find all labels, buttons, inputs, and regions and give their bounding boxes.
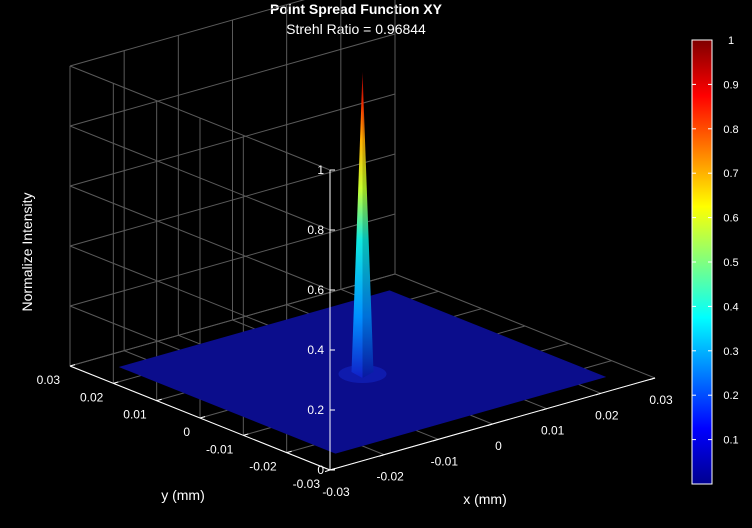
- x-tick-label: -0.01: [431, 454, 459, 468]
- y-axis-label: y (mm): [161, 487, 205, 503]
- y-tick-mark: [156, 398, 162, 402]
- grid-line-side-z: [69, 125, 331, 231]
- y-tick-mark: [329, 468, 336, 471]
- x-tick-mark: [649, 377, 656, 381]
- y-tick-mark: [243, 433, 249, 436]
- colorbar-gradient: [692, 40, 712, 484]
- colorbar-tick-label: 0.2: [723, 390, 738, 402]
- x-tick-label: 0.01: [541, 424, 565, 438]
- z-tick-label: 0.6: [307, 283, 324, 297]
- grid-line-back-z: [69, 0, 305, 67]
- colorbar-tick-label: 1: [728, 35, 734, 47]
- y-tick-label: 0.02: [80, 390, 104, 404]
- colorbar-tick-label: 0.9: [723, 79, 738, 91]
- x-tick-label: 0.03: [649, 393, 673, 407]
- z-axis-label: Normalize Intensity: [19, 192, 35, 311]
- colorbar-tick-label: 0.4: [723, 301, 738, 313]
- grid-line-side-z: [69, 185, 331, 291]
- x-tick-mark: [379, 454, 385, 457]
- z-tick-label: 1: [317, 163, 324, 177]
- y-tick-label: 0.03: [37, 373, 61, 387]
- x-tick-mark: [595, 392, 601, 396]
- x-tick-label: 0: [495, 439, 502, 453]
- x-tick-label: 0.02: [595, 408, 619, 422]
- x-axis-label: x (mm): [463, 491, 507, 507]
- z-tick-label: 0.4: [307, 343, 324, 357]
- x-tick-label: -0.02: [376, 470, 404, 484]
- z-tick-label: 0: [317, 463, 324, 477]
- surface-peak-left-face: [351, 72, 363, 378]
- y-tick-label: -0.02: [249, 460, 277, 474]
- chart-subtitle: Strehl Ratio = 0.96844: [286, 21, 426, 37]
- x-tick-mark: [487, 423, 493, 427]
- colorbar-tick-label: 0.1: [723, 435, 738, 447]
- x-tick-mark: [433, 438, 439, 442]
- y-tick-mark: [113, 381, 119, 384]
- y-tick-label: -0.01: [206, 442, 234, 456]
- y-tick-mark: [69, 364, 76, 367]
- colorbar-tick-label: 0.8: [723, 124, 738, 136]
- y-tick-label: -0.03: [293, 477, 321, 491]
- grid-line-floor-y: [69, 273, 396, 367]
- x-tick-mark: [541, 408, 547, 411]
- grid-line-back-z: [69, 93, 396, 187]
- grid-line-back-z: [69, 213, 396, 307]
- colorbar-tick-label: 0.6: [723, 213, 738, 225]
- grid-line-back-z: [69, 153, 396, 247]
- colorbar-tick-label: 0.5: [723, 257, 738, 269]
- grid-line-back-z: [69, 33, 396, 127]
- grid-line-side-z: [69, 65, 331, 171]
- chart-title: Point Spread Function XY: [270, 1, 442, 17]
- y-tick-mark: [199, 416, 206, 419]
- y-tick-label: 0.01: [123, 408, 147, 422]
- z-tick-label: 0.2: [307, 403, 324, 417]
- surface-peak-right-face: [362, 72, 374, 378]
- y-tick-mark: [286, 450, 292, 454]
- z-tick-label: 0.8: [307, 223, 324, 237]
- x-tick-label: -0.03: [322, 485, 350, 499]
- x-tick-mark: [324, 469, 331, 473]
- colorbar-tick-label: 0.7: [723, 168, 738, 180]
- colorbar-tick-label: 0.3: [723, 346, 738, 358]
- y-tick-label: 0: [183, 425, 190, 439]
